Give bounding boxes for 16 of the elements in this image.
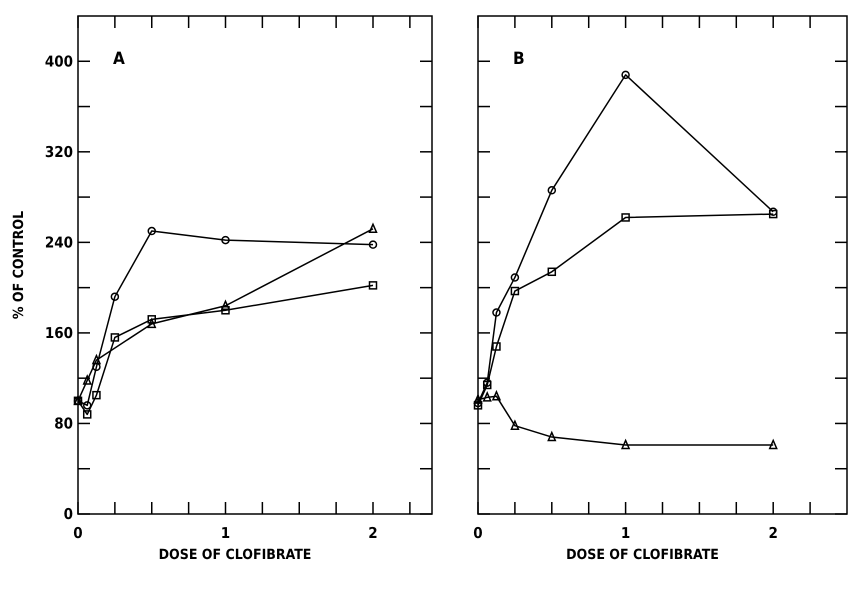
y-tick-label: 80 (54, 414, 73, 432)
x-tick-label: 1 (220, 524, 230, 542)
y-axis-title: % OF CONTROL (11, 210, 27, 320)
annotation: B (513, 49, 525, 69)
x-tick-label: 0 (473, 524, 483, 542)
x-axis-title: DOSE OF CLOFIBRATE (158, 547, 312, 563)
y-tick-label: 0 (64, 505, 73, 523)
x-tick-label: 1 (620, 524, 630, 542)
y-tick-label: 240 (44, 233, 73, 252)
x-axis-title: DOSE OF CLOFIBRATE (566, 547, 719, 563)
x-tick-label: 2 (368, 524, 378, 542)
x-tick-label: 2 (768, 524, 778, 542)
y-tick-label: 320 (44, 142, 73, 161)
annotation: A (113, 49, 125, 69)
y-tick-label: 160 (44, 324, 73, 342)
y-tick-label: 400 (44, 52, 73, 70)
